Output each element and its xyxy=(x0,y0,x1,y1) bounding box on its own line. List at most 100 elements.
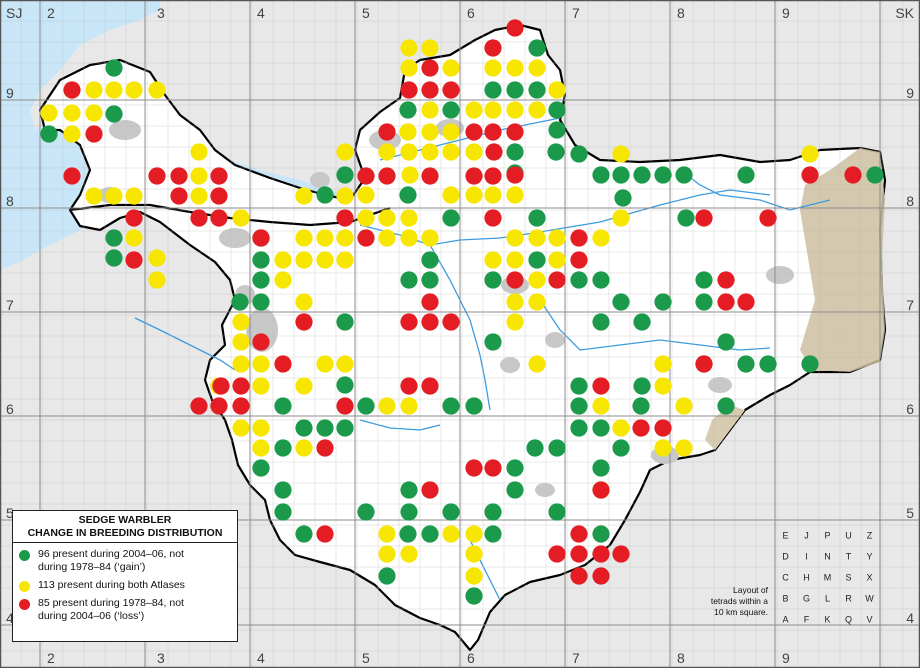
loss-dot xyxy=(654,419,672,437)
tetrad-letter: X xyxy=(866,573,872,583)
both-dot xyxy=(316,355,334,373)
gain-dot xyxy=(295,525,313,543)
both-dot xyxy=(528,355,546,373)
loss-dot xyxy=(484,459,502,477)
gain-dot xyxy=(442,397,460,415)
gain-dot xyxy=(399,186,417,204)
loss-dot xyxy=(316,525,334,543)
both-dot xyxy=(465,567,483,585)
both-dot xyxy=(506,251,524,269)
both-dot-icon xyxy=(19,581,30,592)
gain-dot xyxy=(399,525,417,543)
gain-dot xyxy=(717,333,735,351)
column-label-bottom: 4 xyxy=(257,650,265,666)
gain-dot xyxy=(357,503,375,521)
loss-dot xyxy=(190,209,208,227)
loss-dot xyxy=(63,81,81,99)
map-legend: SEDGE WARBLER CHANGE IN BREEDING DISTRIB… xyxy=(12,510,238,642)
column-label-top: 6 xyxy=(467,5,475,21)
both-dot xyxy=(612,419,630,437)
gain-dot xyxy=(252,293,270,311)
loss-dot xyxy=(63,167,81,185)
loss-dot xyxy=(252,229,270,247)
row-label-left: 4 xyxy=(6,610,14,626)
both-dot xyxy=(125,229,143,247)
both-dot xyxy=(148,81,166,99)
tetrad-letter: G xyxy=(803,594,810,604)
both-dot xyxy=(232,313,250,331)
gain-dot xyxy=(528,251,546,269)
both-dot xyxy=(336,355,354,373)
loss-dot xyxy=(484,167,502,185)
loss-dot xyxy=(378,167,396,185)
tetrad-letter: K xyxy=(824,615,830,625)
both-dot xyxy=(528,293,546,311)
gain-dot xyxy=(677,209,695,227)
both-dot xyxy=(400,397,418,415)
loss-dot xyxy=(844,166,862,184)
loss-dot xyxy=(210,187,228,205)
loss-dot xyxy=(548,271,566,289)
gain-dot xyxy=(570,397,588,415)
gain-dot xyxy=(528,209,546,227)
both-dot xyxy=(378,143,396,161)
both-dot xyxy=(506,101,524,119)
gain-dot xyxy=(570,419,588,437)
gain-dot xyxy=(612,439,630,457)
gain-dot xyxy=(654,166,672,184)
tetrad-letter: S xyxy=(845,573,851,583)
tetrad-letter: L xyxy=(825,594,830,604)
tetrad-key-note: Layout of tetrads within a 10 km square. xyxy=(692,585,768,618)
gain-dot xyxy=(105,249,123,267)
both-dot xyxy=(400,229,418,247)
tetrad-letter: B xyxy=(782,594,788,604)
column-label-top: 7 xyxy=(572,5,580,21)
loss-dot xyxy=(484,209,502,227)
gain-dot xyxy=(336,419,354,437)
both-dot xyxy=(252,377,270,395)
gain-dot xyxy=(484,271,502,289)
both-dot xyxy=(316,229,334,247)
loss-dot xyxy=(210,209,228,227)
both-dot xyxy=(190,187,208,205)
loss-dot xyxy=(274,355,292,373)
both-dot xyxy=(484,59,502,77)
tetrad-dots xyxy=(40,19,884,605)
loss-dot xyxy=(400,313,418,331)
both-dot xyxy=(274,251,292,269)
loss-dot xyxy=(592,545,610,563)
loss-dot xyxy=(737,293,755,311)
loss-dot xyxy=(210,397,228,415)
both-dot xyxy=(105,187,123,205)
gain-dot xyxy=(570,271,588,289)
both-dot xyxy=(40,104,58,122)
loss-dot xyxy=(421,313,439,331)
both-dot xyxy=(506,313,524,331)
both-dot xyxy=(190,167,208,185)
loss-dot xyxy=(465,459,483,477)
tetrad-letter: Q xyxy=(845,615,852,625)
gain-dot xyxy=(801,355,819,373)
loss-dot xyxy=(421,481,439,499)
row-label-left: 9 xyxy=(6,85,14,101)
gain-dot xyxy=(528,81,546,99)
both-dot xyxy=(548,81,566,99)
loss-dot xyxy=(592,481,610,499)
loss-dot xyxy=(717,271,735,289)
row-label-right: 4 xyxy=(906,610,914,626)
gain-dot xyxy=(442,209,460,227)
column-label-bottom: 9 xyxy=(782,650,790,666)
loss-dot xyxy=(85,125,103,143)
gain-dot xyxy=(484,525,502,543)
legend-item-gain: 96 present during 2004–06, not during 19… xyxy=(13,548,237,574)
both-dot xyxy=(336,143,354,161)
tetrad-letter: T xyxy=(846,552,852,562)
both-dot xyxy=(295,251,313,269)
gain-dot xyxy=(421,271,439,289)
gain-dot xyxy=(316,186,334,204)
loss-dot xyxy=(485,143,503,161)
loss-dot xyxy=(592,567,610,585)
gain-dot xyxy=(378,567,396,585)
both-dot xyxy=(528,101,546,119)
